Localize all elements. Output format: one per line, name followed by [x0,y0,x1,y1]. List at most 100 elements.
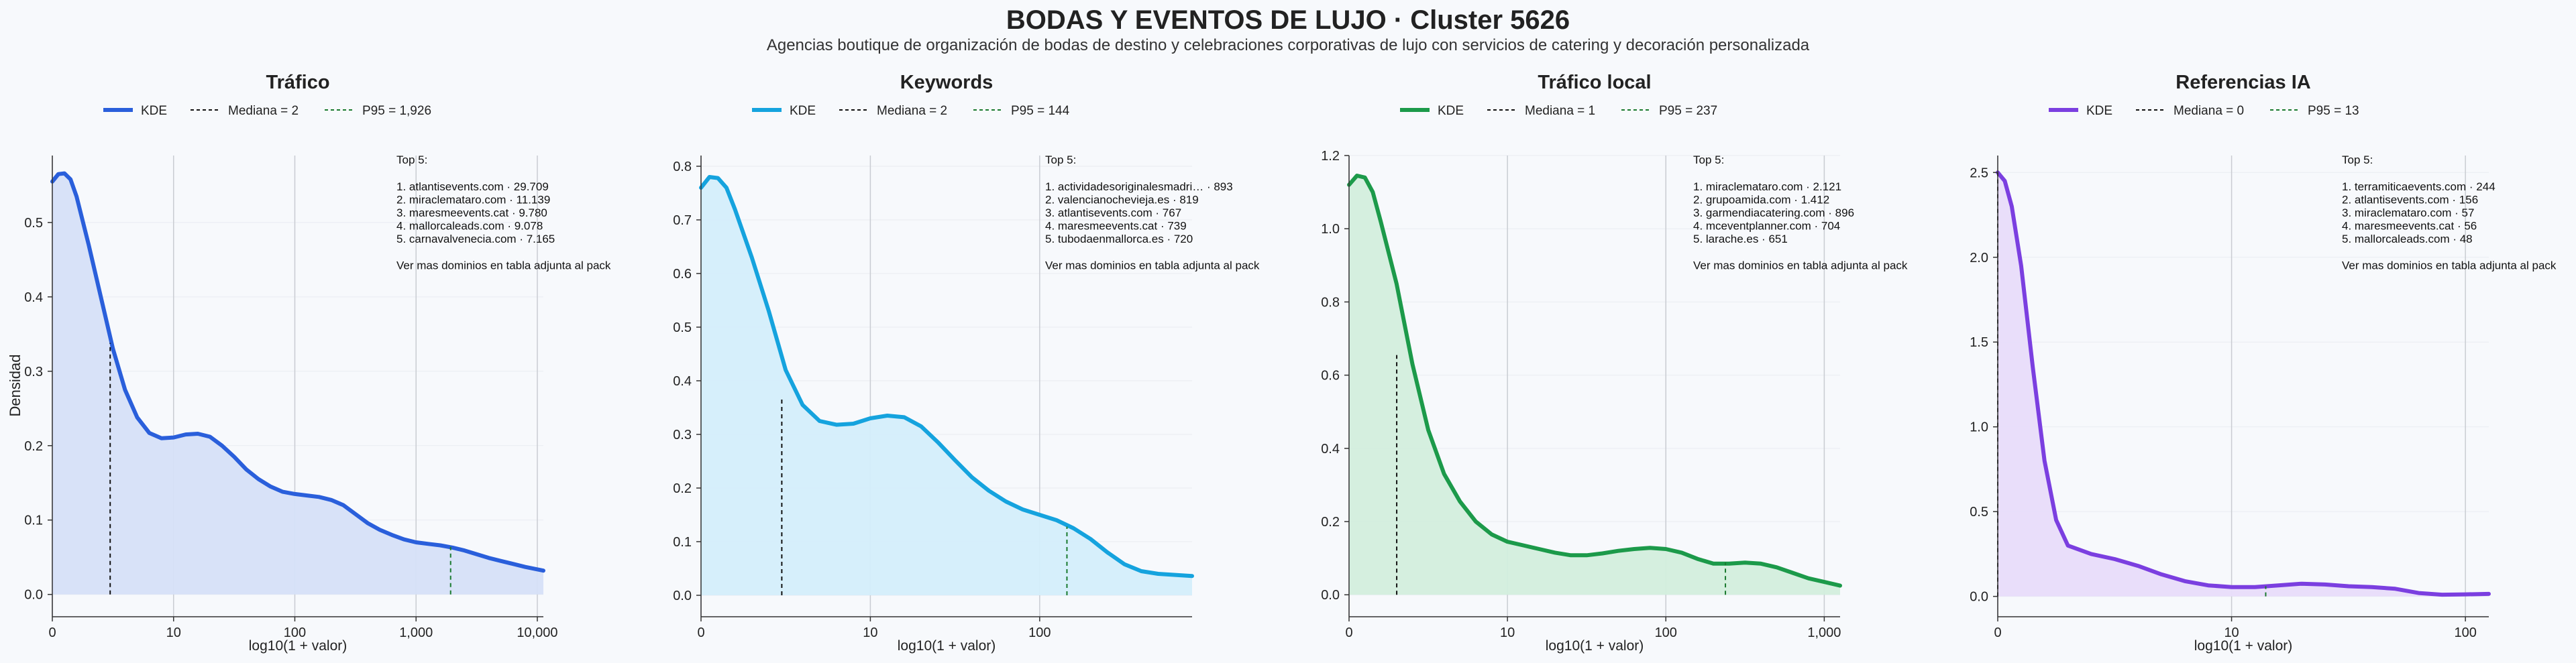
kde-curve [699,175,1194,579]
chart-panel-4: Referencias IA KDE Mediana = 0 P95 = 13 0.0 0… [1970,72,2557,654]
top5-footer: Ver mas dominios en tabla adjunta al pac… [2342,259,2557,272]
top5-footer: Ver mas dominios en tabla adjunta al pac… [1045,259,1260,272]
x-axis-label: log10(1 + valor) [1546,638,1644,654]
x-tick-label: 10 [2224,625,2239,640]
x-tick-label: 10 [166,625,181,640]
legend-median-label: Mediana = 1 [1525,104,1595,118]
x-tick-label: 1,000 [399,625,433,640]
top5-item: 3. garmendiacatering.com · 896 [1693,206,1854,219]
top5-item: 2. atlantisevents.com · 156 [2342,194,2478,206]
figure-subtitle: Agencias boutique de organización de bod… [766,36,1810,54]
chart-panel-1: Tráfico KDE Mediana = 2 P95 = 1,926 0.0 0.1 0.… [24,72,611,654]
top5-item: 2. valencianochevieja.es · 819 [1045,194,1199,206]
y-tick-label: 0.3 [673,428,692,442]
y-tick-label: 0.2 [24,439,43,454]
legend-p95-label: P95 = 1,926 [362,104,431,118]
legend-median-label: Mediana = 2 [228,104,299,118]
top5-item: 2. grupoamida.com · 1.412 [1693,194,1829,206]
y-tick-label: 0.2 [673,481,692,496]
legend-p95-label: P95 = 237 [1659,104,1717,118]
y-tick-label: 0.0 [1321,588,1340,603]
y-tick-label: 0.4 [1321,442,1340,457]
y-axis-label: Densidad [7,355,23,417]
legend-kde-label: KDE [1438,104,1464,118]
kde-curve [1347,174,1842,588]
y-tick-label: 1.0 [1321,222,1340,237]
y-tick-label: 0.2 [1321,515,1340,530]
y-tick-label: 0.7 [673,213,692,228]
x-tick-label: 10 [1500,625,1515,640]
top5-item: 4. mallorcaleads.com · 9.078 [396,220,543,233]
x-tick-label: 100 [1028,625,1051,640]
y-tick-label: 0.5 [24,216,43,231]
chart-panel-2: Keywords KDE Mediana = 2 P95 = 144 0.0 0.1 0.2… [673,72,1260,654]
top5-item: 1. terramiticaevents.com · 244 [2342,180,2496,193]
y-tick-label: 0.4 [24,290,43,305]
kde-area [1998,172,2489,597]
y-tick-label: 0.0 [24,588,43,603]
x-tick-label: 1,000 [1807,625,1841,640]
y-tick-label: 0.1 [24,514,43,528]
y-tick-label: 0.8 [1321,295,1340,310]
y-tick-label: 2.0 [1970,251,1988,265]
kde-area [701,177,1192,595]
x-tick-label: 10,000 [517,625,557,640]
top5-header: Top 5: [1045,154,1076,166]
y-tick-label: 1.0 [1970,420,1988,435]
x-tick-label: 100 [2454,625,2476,640]
y-tick-label: 0.6 [1321,369,1340,383]
top5-item: 5. tubodaenmallorca.es · 720 [1045,233,1193,245]
top5-item: 4. mceventplanner.com · 704 [1693,220,1840,233]
top5-item: 2. miraclemataro.com · 11.139 [396,194,550,206]
y-tick-label: 0.5 [1970,505,1988,520]
y-tick-label: 0.3 [24,365,43,379]
legend-kde-label: KDE [790,104,816,118]
legend-median-label: Mediana = 0 [2174,104,2244,118]
top5-item: 3. miraclemataro.com · 57 [2342,206,2474,219]
kde-curve [1996,170,2491,597]
y-tick-label: 0.6 [673,267,692,282]
kde-curve [50,171,545,573]
top5-footer: Ver mas dominios en tabla adjunta al pac… [1693,259,1908,272]
y-tick-label: 0.0 [673,589,692,603]
x-tick-label: 100 [284,625,306,640]
top5-item: 1. atlantisevents.com · 29.709 [396,180,549,193]
x-axis-label: log10(1 + valor) [2194,638,2293,654]
top5-header: Top 5: [396,154,427,166]
y-tick-label: 0.8 [673,160,692,174]
y-tick-label: 0.1 [673,535,692,550]
top5-footer: Ver mas dominios en tabla adjunta al pac… [396,259,611,272]
x-axis-label: log10(1 + valor) [898,638,996,654]
top5-header: Top 5: [2342,154,2373,166]
kde-area [1349,176,1840,595]
legend-kde-label: KDE [141,104,167,118]
top5-item: 5. carnavalvenecia.com · 7.165 [396,233,555,245]
x-tick-label: 0 [48,625,56,640]
x-tick-label: 10 [863,625,877,640]
top5-item: 1. actividadesoriginalesmadri… · 893 [1045,180,1233,193]
legend-p95-label: P95 = 13 [2308,104,2359,118]
top5-item: 1. miraclemataro.com · 2.121 [1693,180,1841,193]
y-tick-label: 0.4 [673,374,692,389]
x-tick-label: 0 [1994,625,2001,640]
panel-title: Referencias IA [2176,72,2311,93]
top5-item: 4. maresmeevents.cat · 739 [1045,220,1187,233]
x-tick-label: 100 [1655,625,1677,640]
kde-area [52,173,543,595]
y-tick-label: 1.2 [1321,149,1340,164]
y-tick-label: 1.5 [1970,335,1988,350]
top5-item: 4. maresmeevents.cat · 56 [2342,220,2477,233]
y-tick-label: 0.5 [673,320,692,335]
x-tick-label: 0 [1345,625,1352,640]
y-tick-label: 0.0 [1970,590,1988,605]
top5-item: 3. maresmeevents.cat · 9.780 [396,206,547,219]
panel-title: Tráfico local [1538,72,1651,93]
panel-title: Keywords [900,72,994,93]
legend-p95-label: P95 = 144 [1011,104,1070,118]
top5-item: 5. mallorcaleads.com · 48 [2342,233,2473,245]
top5-item: 3. atlantisevents.com · 767 [1045,206,1181,219]
chart-panel-3: Tráfico local KDE Mediana = 1 P95 = 237 0.0 0… [1321,72,1908,654]
x-tick-label: 0 [697,625,704,640]
y-tick-label: 2.5 [1970,166,1988,180]
